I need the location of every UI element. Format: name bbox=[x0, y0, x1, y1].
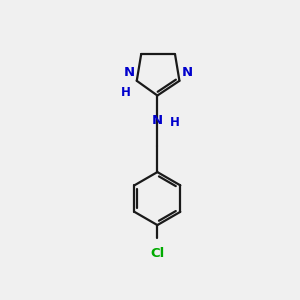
Text: N: N bbox=[124, 66, 135, 79]
Text: H: H bbox=[170, 116, 180, 129]
Text: N: N bbox=[152, 114, 163, 127]
Text: N: N bbox=[182, 66, 193, 79]
Text: Cl: Cl bbox=[150, 247, 164, 260]
Text: H: H bbox=[120, 86, 130, 99]
